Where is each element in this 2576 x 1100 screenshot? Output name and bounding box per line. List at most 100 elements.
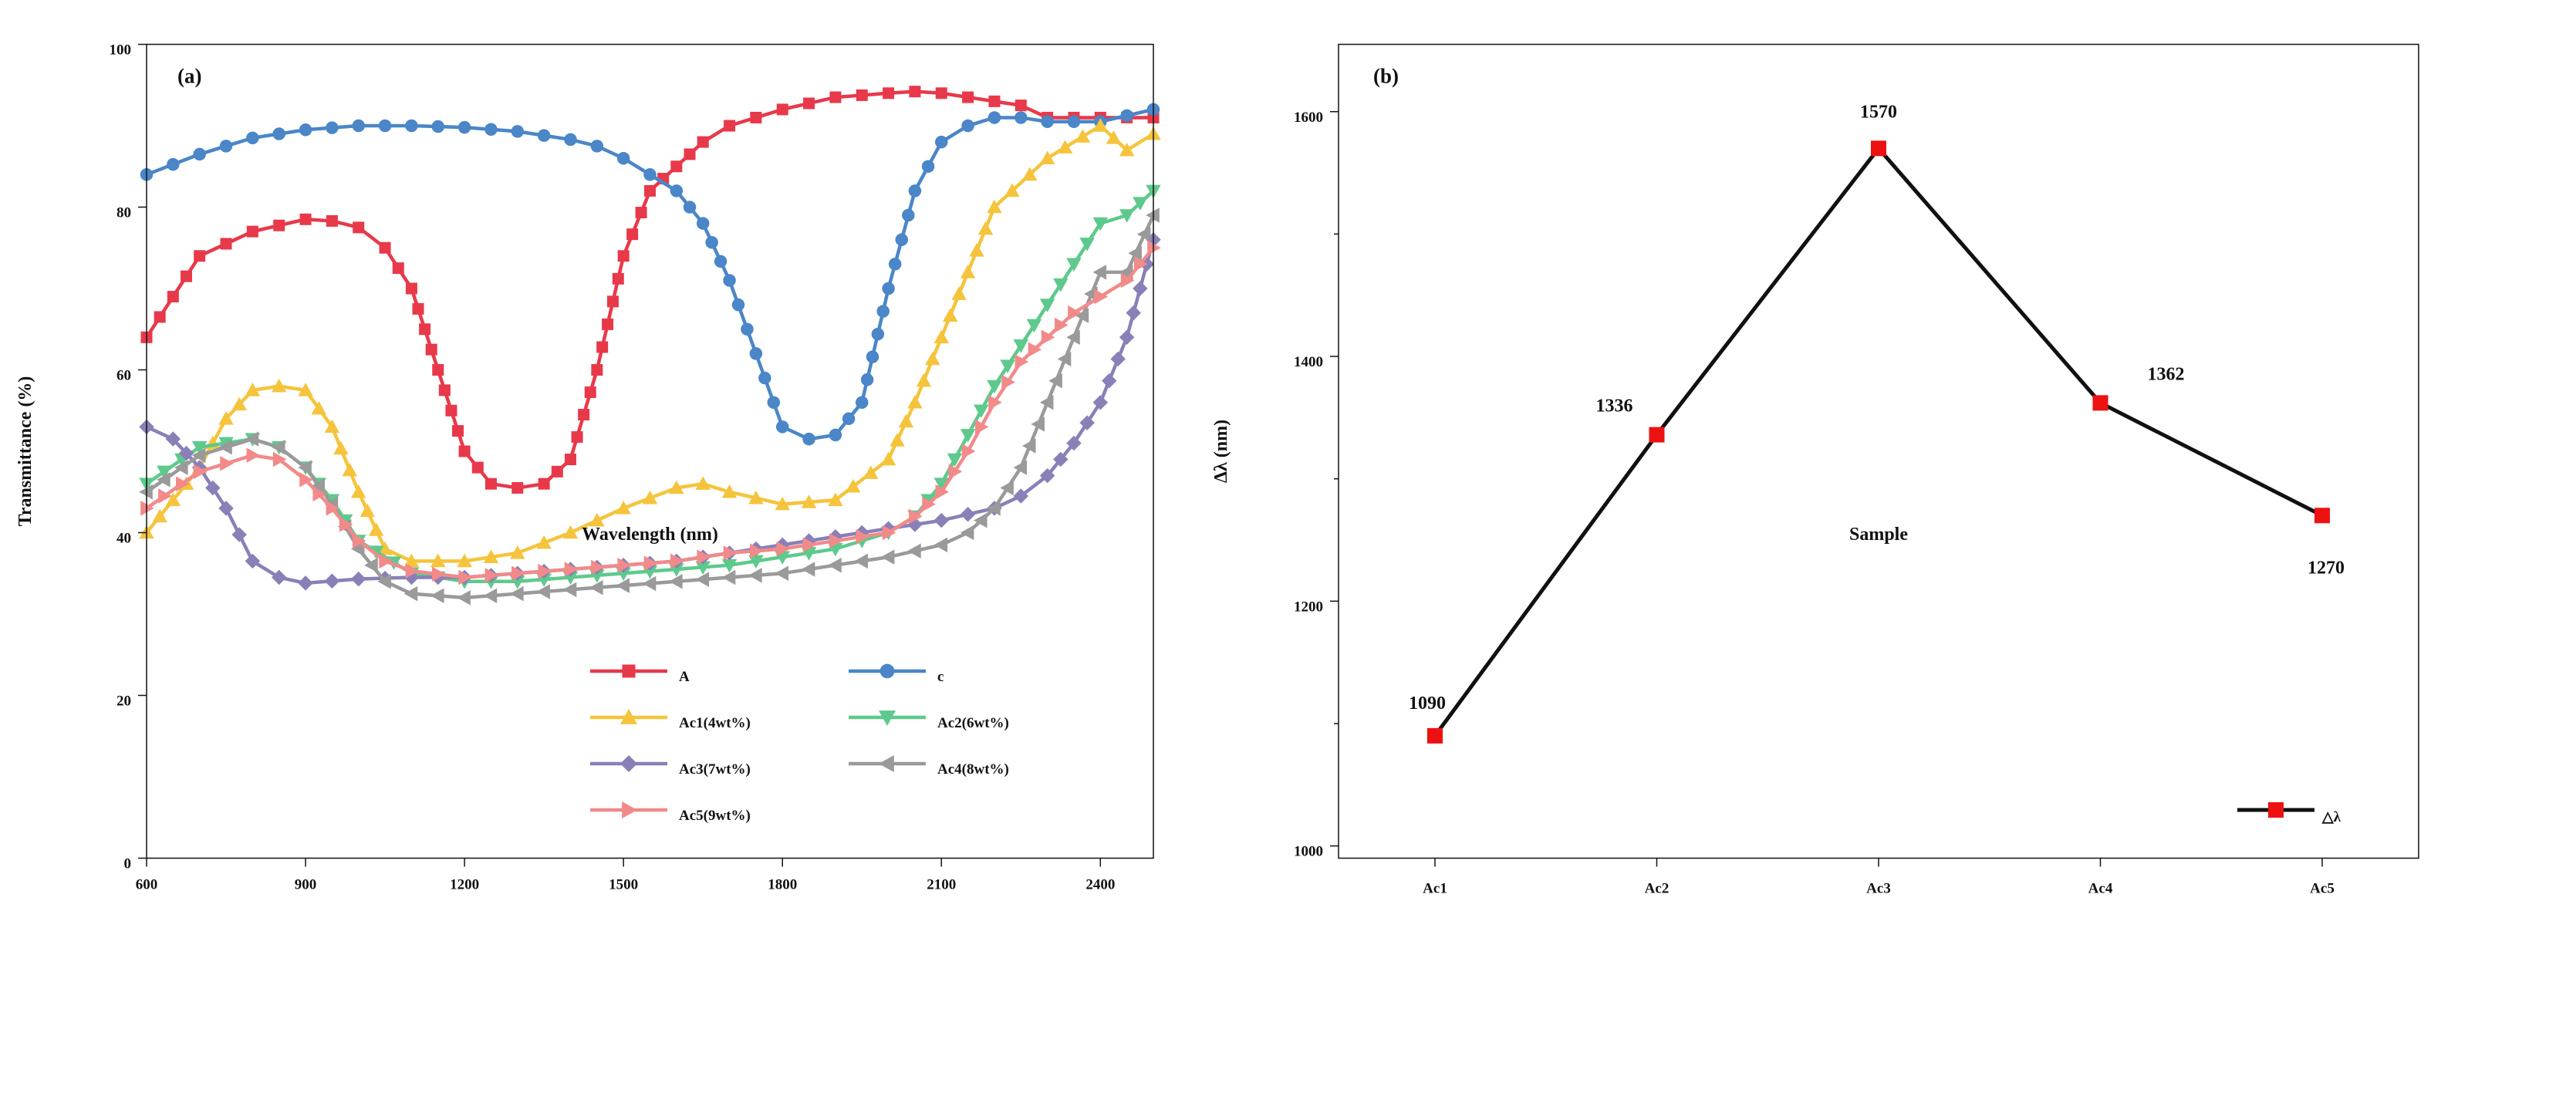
panel-a-data-point <box>1028 342 1042 357</box>
panel-a-legend-marker <box>622 664 636 678</box>
panel-a-y-tick-label: 100 <box>110 42 132 59</box>
panel-a-data-point <box>643 168 657 181</box>
panel-a-data-point <box>669 574 683 589</box>
panel-a-data-point <box>935 87 947 100</box>
panel-a-data-point <box>974 419 989 435</box>
panel-a-data-point <box>231 396 247 411</box>
panel-a-data-point <box>1053 278 1069 292</box>
panel-a-data-point <box>705 235 718 249</box>
panel-a-data-point <box>669 480 684 494</box>
panel-a-x-tick-label: 1200 <box>450 877 479 893</box>
panel-a-data-point <box>536 584 550 599</box>
panel-a-x-tick-label: 900 <box>295 877 317 893</box>
panel-a-data-point <box>1015 100 1027 112</box>
panel-a-data-point <box>272 451 287 467</box>
panel-a-data-point <box>1039 467 1055 484</box>
panel-a-data-point <box>960 265 976 278</box>
panel-a-legend-label: Ac5(9wt%) <box>679 808 751 824</box>
panel-a-data-point <box>484 123 498 136</box>
panel-a-data-point <box>299 123 312 137</box>
panel-a-data-point <box>987 501 1001 516</box>
panel-a-data-point <box>1119 142 1135 157</box>
panel-a-data-point <box>960 525 974 541</box>
panel-a-data-point <box>218 501 234 516</box>
panel-a-data-point <box>1015 354 1029 369</box>
panel-a-data-point <box>907 543 921 558</box>
panel-a-data-point <box>1092 394 1109 410</box>
panel-a-data-point <box>803 97 815 110</box>
panel-a-data-point <box>377 574 391 589</box>
panel-a-data-point <box>333 440 349 455</box>
panel-a-legend-marker <box>879 663 895 679</box>
panel-a-data-point <box>194 250 206 262</box>
panel-a-data-point <box>767 396 781 409</box>
panel-a-data-point <box>935 484 950 500</box>
panel-a-data-point <box>360 503 375 518</box>
panel-a-data-point <box>403 585 418 602</box>
panel-a-data-point <box>458 445 471 457</box>
panel-b-legend-label: △λ <box>2321 809 2341 825</box>
panel-b-x-ticks: Ac1 Ac2 Ac3 Ac4 Ac5 <box>1423 858 2335 897</box>
panel-a-data-point <box>564 562 579 577</box>
panel-a-data-point <box>1000 359 1015 373</box>
panel-b-data-point <box>2092 395 2108 411</box>
panel-a-data-point <box>988 111 1001 124</box>
panel-b-x-tick-label: Ac2 <box>1645 881 1670 897</box>
panel-a-legend-label: A <box>679 669 690 685</box>
panel-a-data-point <box>590 140 604 153</box>
panel-a-legend-label: Ac3(7wt%) <box>679 761 751 778</box>
panel-a-data-point <box>326 214 338 227</box>
panel-a-series-a <box>140 86 1160 494</box>
panel-a-data-point <box>882 282 895 295</box>
panel-a-data-point <box>974 512 988 528</box>
panel-a-series-line <box>145 89 1153 490</box>
panel-a-data-point <box>1066 329 1080 346</box>
panel-a-data-point <box>1021 438 1036 454</box>
panel-a-data-point <box>457 553 472 568</box>
panel-a-data-point <box>139 484 153 500</box>
panel-a-data-point <box>471 461 484 474</box>
panel-a-data-point <box>1021 167 1038 181</box>
panel-a-data-point <box>776 541 790 557</box>
panel-a-data-point <box>551 465 563 477</box>
panel-a-data-point <box>430 588 444 604</box>
panel-a-data-point <box>748 555 764 569</box>
panel-a-data-point <box>1057 140 1073 154</box>
panel-a-data-point <box>987 380 1002 394</box>
panel-a-data-point <box>511 565 525 581</box>
panel-a-data-point <box>591 364 603 376</box>
panel-b-x-tick-label: Ac1 <box>1423 881 1447 897</box>
panel-a-data-point <box>1120 109 1133 123</box>
panel-a-data-point <box>272 127 285 140</box>
panel-a-data-point <box>974 404 989 418</box>
panel-a-data-point <box>154 311 166 323</box>
panel-a-data-point <box>617 250 630 262</box>
panel-a-legend-item: A <box>590 664 690 685</box>
panel-a-data-point <box>948 464 963 480</box>
panel-a-data-point <box>245 553 261 569</box>
panel-a-data-point <box>445 404 457 417</box>
panel-a-data-point <box>828 557 842 573</box>
panel-a-data-point <box>311 478 326 494</box>
panel-a-data-point <box>1133 281 1148 296</box>
panel-a-data-point <box>643 555 658 571</box>
panel-a-data-point <box>1026 319 1042 333</box>
panel-a-data-point <box>880 451 896 466</box>
panel-a-data-point <box>1147 240 1161 255</box>
panel-a-data-point <box>642 575 657 592</box>
panel-a-x-tick-label: 600 <box>136 877 158 893</box>
panel-a-data-point <box>178 445 194 461</box>
panel-a-data-point <box>326 121 339 134</box>
panel-b-y-tick-label: 1600 <box>1294 110 1323 126</box>
panel-a-data-point <box>1092 217 1109 231</box>
panel-a-data-point <box>191 440 208 455</box>
panel-a-data-point <box>898 413 914 428</box>
panel-a-data-point <box>246 131 259 145</box>
panel-a-data-point <box>140 501 154 516</box>
panel-a-data-point <box>589 579 603 596</box>
panel-a-x-tick-label: 1500 <box>609 877 638 893</box>
panel-a-legend-label: Ac4(8wt%) <box>937 761 1009 778</box>
panel-a-data-point <box>909 86 921 98</box>
panel-a-y-tick-label: 60 <box>116 368 131 384</box>
panel-a-data-point <box>1013 339 1029 353</box>
